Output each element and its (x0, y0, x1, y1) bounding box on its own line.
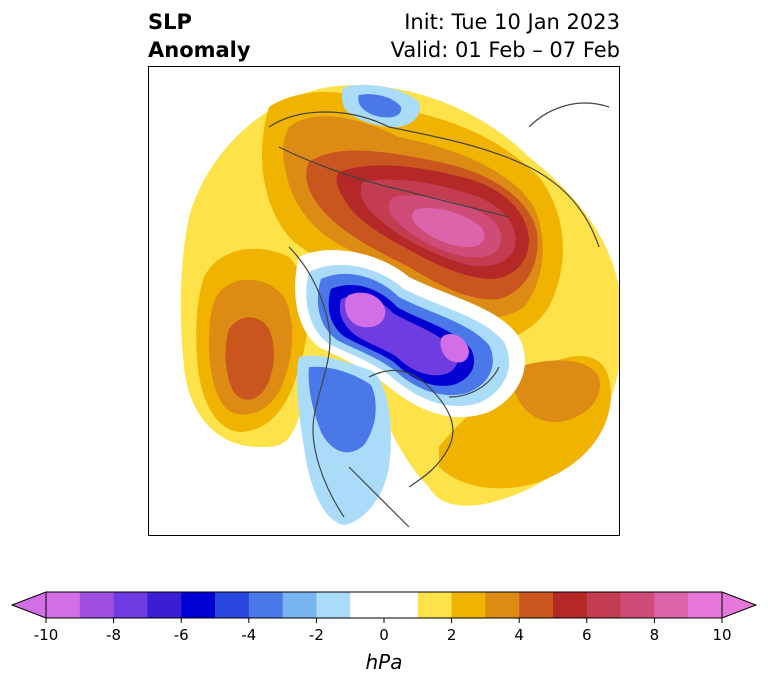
colorbar-tick-label-5: 0 (379, 626, 389, 644)
coastlines (268, 102, 610, 528)
colorbar-bin-13 (519, 592, 554, 618)
colorbar: -10 -8 -6 -4 -2 0 2 4 6 8 10 (10, 591, 758, 644)
valid-range: Valid: 01 Feb – 07 Feb (390, 38, 620, 62)
colorbar-bin-7 (282, 592, 317, 618)
colorbar-extend-max (721, 591, 758, 619)
colorbar-tick-label-1: -8 (106, 626, 121, 644)
map-title: SLP Anomaly (148, 8, 251, 64)
colorbar-bin-1 (79, 592, 115, 618)
colorbar-bin-11 (451, 592, 486, 618)
init-date: Init: Tue 10 Jan 2023 (404, 10, 620, 34)
colorbar-bin-3 (147, 592, 182, 618)
colorbar-bin-15 (586, 592, 622, 618)
north-america-negative-core (308, 366, 376, 453)
low-core-east (440, 333, 469, 363)
colorbar-unit-label: hPa (365, 650, 403, 674)
colorbar-bin-10 (417, 592, 453, 618)
colorbar-bin-6 (248, 592, 284, 618)
colorbar-tick-label-2: -6 (174, 626, 189, 644)
colorbar-bin-16 (620, 592, 655, 618)
colorbar-tick-label-8: 6 (582, 626, 592, 644)
colorbar-bin-4 (181, 592, 216, 618)
pacific-high-core (225, 317, 274, 400)
colorbar-bin-8 (316, 592, 351, 618)
colorbar-tick-label-0: -10 (34, 626, 59, 644)
eurasia-ridge-max (412, 208, 485, 247)
colorbar-bin-0 (46, 592, 81, 618)
colorbar-bin-17 (654, 592, 689, 618)
slp-anomaly-map (148, 66, 620, 536)
colorbar-bin-9 (350, 592, 419, 618)
colorbar-tick-label-4: -2 (309, 626, 324, 644)
forecast-info: Init: Tue 10 Jan 2023 Valid: 01 Feb – 07… (391, 8, 620, 64)
colorbar-tick-label-10: 10 (712, 626, 731, 644)
colorbar-bin-14 (553, 592, 588, 618)
map-canvas (180, 84, 619, 528)
title-line-1: SLP (148, 10, 192, 34)
low-core-west (345, 292, 386, 328)
colorbar-bin-12 (485, 592, 520, 618)
colorbar-tick-label-6: 2 (447, 626, 457, 644)
title-line-2: Anomaly (148, 38, 251, 62)
colorbar-tick-label-3: -4 (241, 626, 256, 644)
colorbar-bin-2 (113, 592, 148, 618)
colorbar-bin-18 (688, 592, 723, 618)
colorbar-tick-label-7: 4 (514, 626, 524, 644)
colorbar-tick-label-9: 8 (650, 626, 660, 644)
atlantic-high-dark (514, 360, 600, 423)
colorbar-extend-min (10, 591, 47, 619)
siberia-negative-core (358, 94, 402, 118)
colorbar-bin-5 (215, 592, 250, 618)
